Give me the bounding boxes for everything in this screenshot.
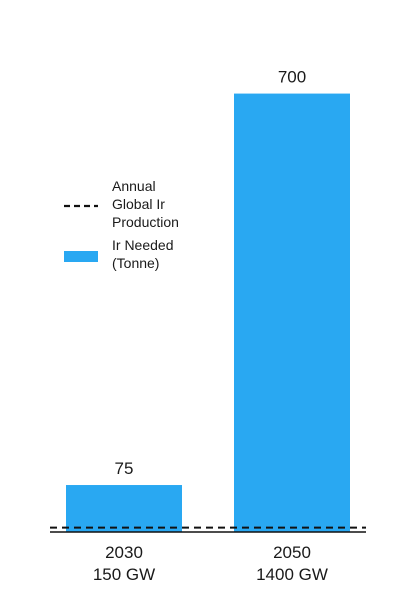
legend-bar-label: Ir Needed (Tonne) bbox=[112, 237, 173, 271]
legend: Annual Global Ir Production Ir Needed (Tonne… bbox=[64, 178, 179, 271]
bars bbox=[66, 93, 350, 532]
legend-bar-swatch bbox=[64, 251, 98, 262]
x-tick-label-1: 2050 1400 GW bbox=[256, 543, 328, 584]
data-label-0: 75 bbox=[115, 459, 134, 478]
legend-reference-label: Annual Global Ir Production bbox=[112, 178, 179, 230]
data-labels: 75 700 bbox=[115, 68, 307, 478]
data-label-1: 700 bbox=[278, 68, 306, 87]
x-tick-labels: 2030 150 GW 2050 1400 GW bbox=[93, 543, 328, 584]
bar-1 bbox=[234, 93, 350, 532]
bar-0 bbox=[66, 485, 182, 532]
x-tick-label-0: 2030 150 GW bbox=[93, 543, 155, 584]
